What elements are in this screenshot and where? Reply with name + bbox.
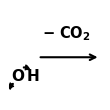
Text: O: O bbox=[11, 69, 24, 84]
FancyArrowPatch shape bbox=[23, 65, 30, 70]
Text: H: H bbox=[26, 69, 39, 84]
Text: $\mathbf{-\ CO_2}$: $\mathbf{-\ CO_2}$ bbox=[42, 24, 91, 43]
FancyArrowPatch shape bbox=[9, 83, 14, 89]
